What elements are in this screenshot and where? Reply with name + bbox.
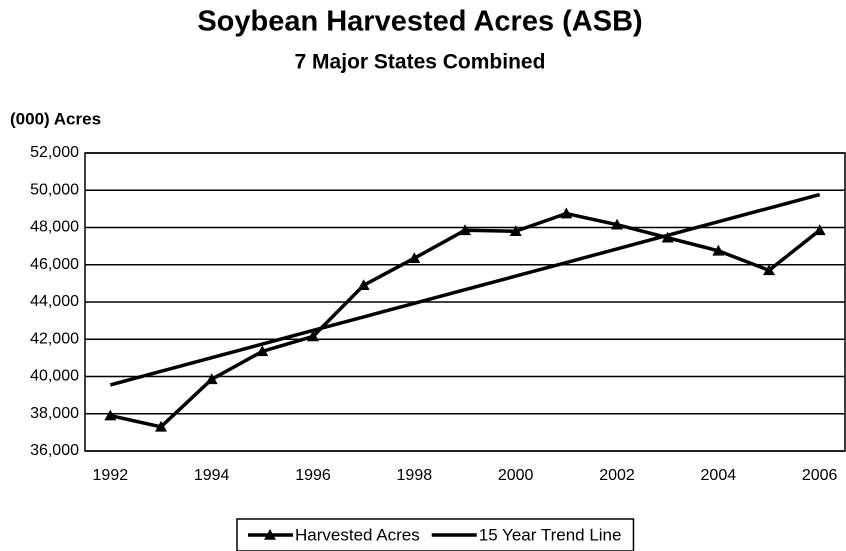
x-tick-label: 1998: [397, 467, 433, 484]
legend-label: Harvested Acres: [295, 525, 420, 544]
plot-border: [84, 152, 846, 452]
point-marker: [408, 252, 421, 264]
point-marker: [611, 218, 623, 230]
legend-label: 15 Year Trend Line: [479, 525, 622, 544]
y-tick-label: 50,000: [30, 181, 79, 198]
y-tick-label: 44,000: [30, 293, 79, 310]
x-tick-label: 1994: [194, 467, 230, 484]
point-marker: [459, 224, 471, 236]
x-tick-label: 2004: [701, 467, 737, 484]
x-tick-label: 1996: [295, 467, 331, 484]
series-line: [109, 192, 821, 387]
legend: Harvested Acres 15 Year Trend Line: [236, 518, 635, 551]
chart-title: Soybean Harvested Acres (ASB): [197, 6, 642, 38]
point-marker: [256, 345, 269, 357]
x-tick-label: 2000: [498, 467, 534, 484]
point-marker: [661, 231, 674, 243]
y-tick-label: 38,000: [30, 405, 79, 422]
x-tick-label: 2002: [599, 467, 635, 484]
point-marker: [509, 225, 522, 237]
point-marker: [813, 224, 826, 236]
point-marker: [155, 420, 167, 432]
point-marker: [205, 373, 218, 385]
series-line: [109, 211, 821, 429]
y-tick-label: 36,000: [30, 442, 79, 459]
y-tick-label: 48,000: [30, 219, 79, 236]
x-tick-label: 1992: [93, 467, 129, 484]
y-tick-label: 40,000: [30, 368, 79, 385]
point-marker: [763, 264, 775, 276]
legend-marker: [264, 529, 276, 540]
point-marker: [104, 409, 117, 421]
point-marker: [560, 207, 573, 219]
y-tick-label: 46,000: [30, 256, 79, 273]
point-marker: [712, 244, 725, 256]
point-marker: [357, 279, 370, 291]
point-marker: [307, 330, 319, 342]
y-axis-label: (000) Acres: [10, 109, 101, 128]
y-tick-label: 42,000: [30, 330, 79, 347]
x-tick-label: 2006: [802, 467, 838, 484]
y-tick-label: 52,000: [30, 144, 79, 161]
chart-subtitle: 7 Major States Combined: [295, 51, 546, 74]
